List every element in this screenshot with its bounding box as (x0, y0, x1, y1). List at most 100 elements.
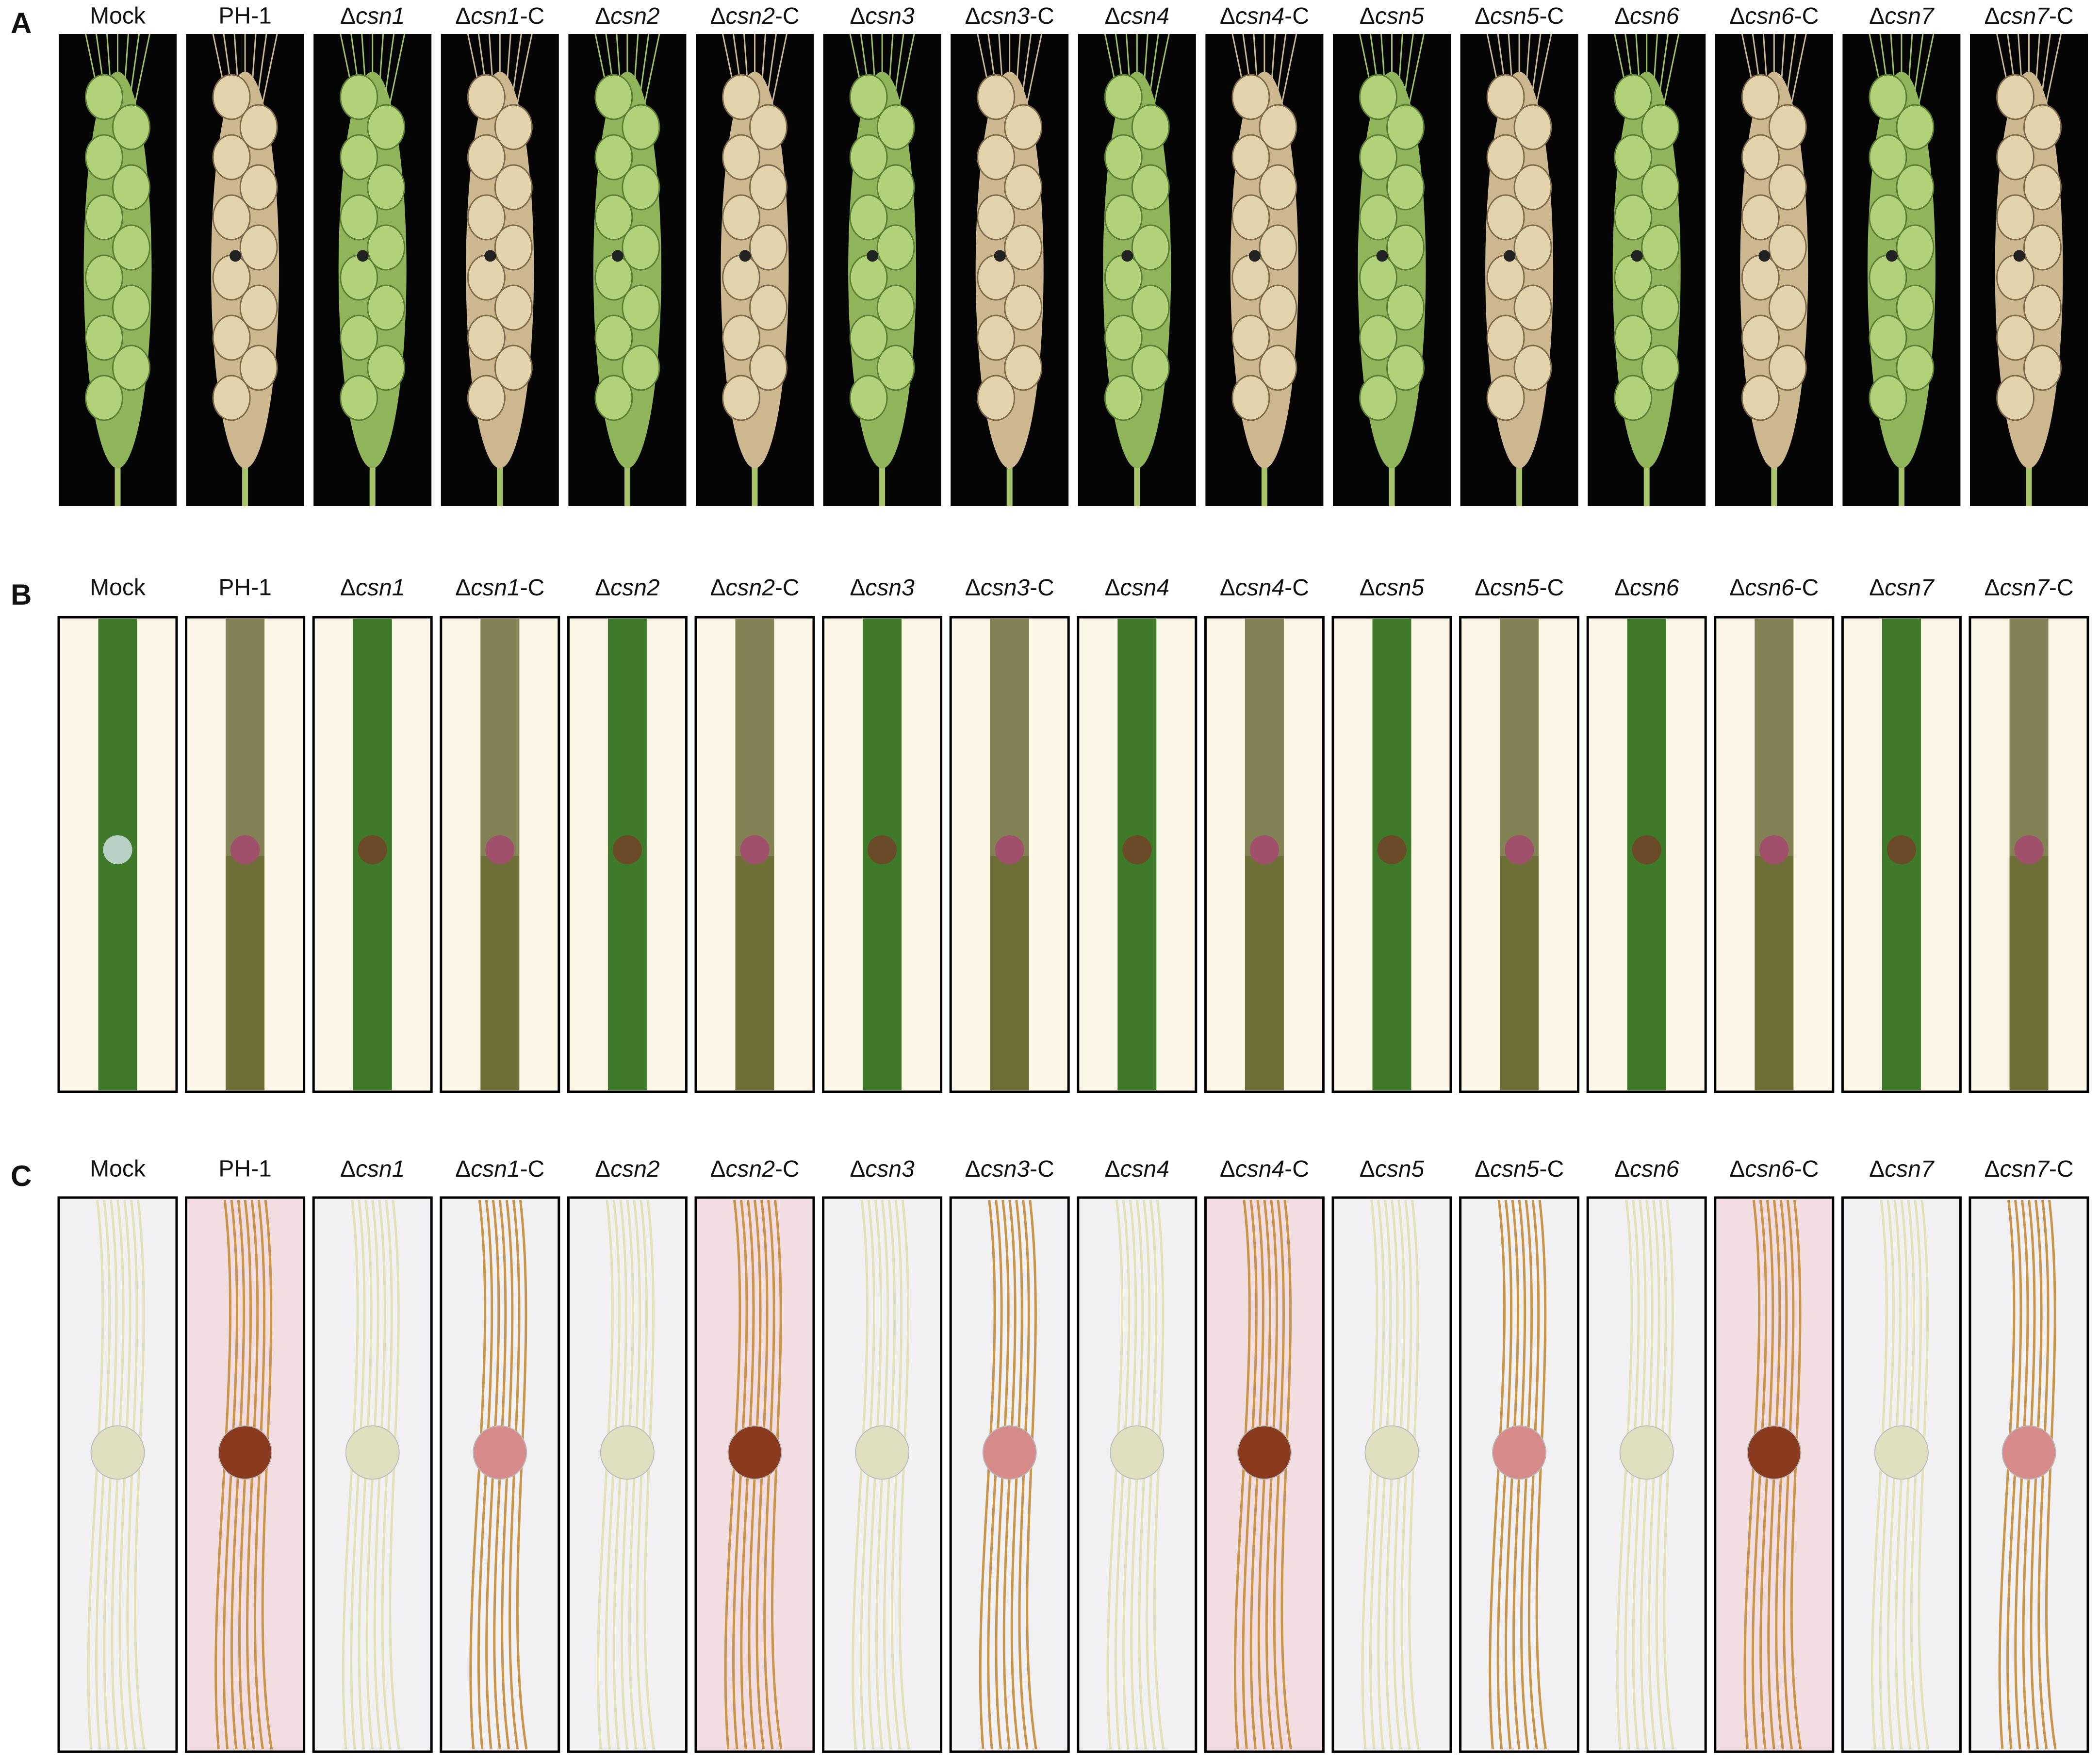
spikelet (622, 224, 660, 271)
spikelet (594, 134, 633, 181)
spikelet (1131, 345, 1170, 391)
root (342, 1200, 359, 1750)
photo (313, 33, 432, 506)
photo (1970, 33, 2088, 506)
photo (949, 616, 1070, 1093)
spikelet (1513, 284, 1552, 331)
root (979, 1200, 996, 1750)
spikelet (1869, 74, 1907, 120)
spikelet (1259, 164, 1297, 211)
inoculum (485, 835, 515, 865)
photo (59, 33, 177, 506)
spikelet (1614, 314, 1653, 361)
root (724, 1200, 741, 1750)
photo (1333, 33, 1451, 506)
column-label: Δcsn1 (340, 1156, 405, 1182)
root (2045, 1200, 2057, 1750)
column-label: Δcsn3-C (965, 575, 1054, 601)
spikelet (977, 314, 1016, 361)
spikelet (340, 134, 378, 181)
spikelet (1231, 314, 1270, 361)
mycelium (1500, 619, 1539, 856)
spikelet (467, 314, 506, 361)
photo (185, 616, 306, 1093)
photo (1842, 33, 1961, 506)
root (389, 1200, 400, 1750)
spikelet (1259, 345, 1297, 391)
column-label: Δcsn6-C (1729, 1156, 1819, 1182)
spikelet (749, 345, 788, 391)
inoculum (2002, 1425, 2056, 1480)
spikelet (1359, 375, 1397, 421)
spikelet (1741, 375, 1780, 421)
spikelet (876, 224, 915, 271)
photo (1714, 616, 1835, 1093)
inoculum (345, 1425, 400, 1480)
spikelet (722, 74, 760, 120)
root (596, 1200, 614, 1750)
inoculum (1887, 835, 1916, 865)
photo (568, 33, 687, 506)
spikelet (977, 134, 1016, 181)
photo (1204, 1196, 1325, 1753)
spikelet (1231, 194, 1270, 241)
inoculum (1122, 835, 1152, 865)
spikelet (494, 164, 533, 211)
photo (312, 616, 433, 1093)
photo (1078, 33, 1196, 506)
column-label: Δcsn4 (1105, 3, 1169, 29)
spikelet (85, 134, 123, 181)
column-label: Δcsn1-C (455, 3, 544, 29)
photo (694, 616, 815, 1093)
column-label: Δcsn2 (595, 3, 659, 29)
root (1998, 1200, 2016, 1750)
spikelet (239, 104, 278, 150)
spikelet (876, 164, 915, 211)
spikelet (1513, 164, 1552, 211)
photo (1205, 33, 1324, 506)
inoculum (103, 835, 132, 865)
column-label: Mock (90, 1156, 146, 1182)
root (1280, 1200, 1292, 1750)
mycelium (1755, 619, 1794, 856)
spikelet (1104, 314, 1143, 361)
photo (1459, 1196, 1580, 1753)
spikelet (1896, 164, 1935, 211)
column-label: Δcsn7-C (1984, 1156, 2073, 1182)
inoculation-spot (484, 250, 496, 262)
spikelet (112, 104, 150, 150)
spikelet (367, 224, 406, 271)
spikelet (212, 314, 251, 361)
photo (1841, 616, 1962, 1093)
spikelet (876, 345, 915, 391)
column-label: Δcsn3 (850, 3, 915, 29)
spikelet (212, 134, 251, 181)
spikelet (2023, 224, 2062, 271)
inoculum (868, 835, 897, 865)
root (261, 1200, 273, 1750)
column-label: Δcsn7-C (1984, 575, 2073, 601)
spikelet (2023, 164, 2062, 211)
spikelet (594, 375, 633, 421)
root (1870, 1200, 1888, 1750)
photo (696, 33, 814, 506)
spikelet (1741, 314, 1780, 361)
column-label: Δcsn5 (1360, 1156, 1425, 1182)
root (1408, 1200, 1420, 1750)
column-label: Δcsn5-C (1475, 575, 1564, 601)
spikelet (239, 224, 278, 271)
spikelet (1996, 134, 2034, 181)
spikelet (622, 164, 660, 211)
root (1489, 1200, 1506, 1750)
spikelet (494, 345, 533, 391)
photo (1841, 1196, 1962, 1753)
photo (441, 33, 559, 506)
root (1153, 1200, 1165, 1750)
spikelet (977, 74, 1016, 120)
photo (1586, 616, 1707, 1093)
root (134, 1200, 146, 1750)
photo (822, 1196, 943, 1753)
column-label: Δcsn2 (595, 575, 659, 601)
spikelet (112, 284, 150, 331)
